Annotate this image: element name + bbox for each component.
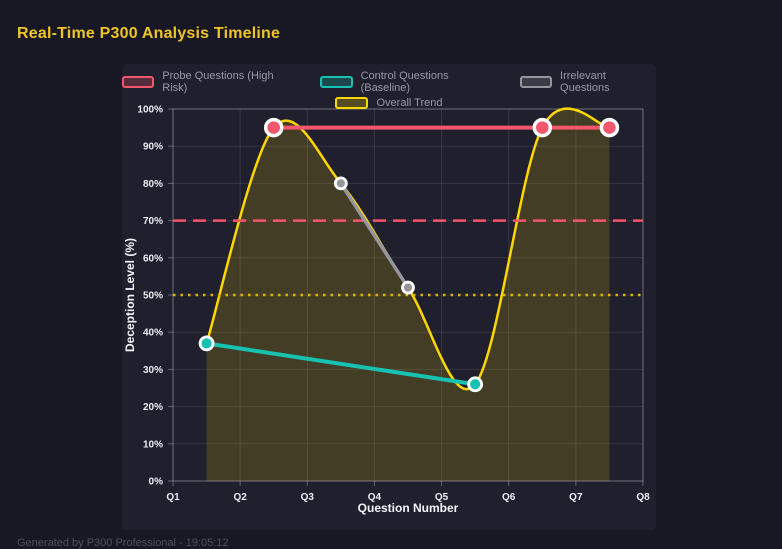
series-line-control-questions-baseline: [204, 341, 478, 387]
legend-item-irrelevant-questions[interactable]: Irrelevant Questions: [519, 70, 656, 94]
legend-label: Control Questions (Baseline): [360, 70, 449, 94]
legend-row: Overall Trend: [335, 97, 443, 109]
chart-panel: 0% 10% 20% 30% 40% 50% 60% 70% 80% 90% 100% Q1 Q2 Q3 Q…: [122, 64, 656, 530]
x-tick-label: Q7: [569, 492, 583, 503]
legend-label: Irrelevant Questions: [560, 70, 610, 94]
y-tick-label: 70%: [143, 216, 163, 227]
data-point-irrelevant-questions[interactable]: [401, 280, 415, 295]
legend-swatch-icon: [519, 76, 553, 88]
series-line-irrelevant-questions: [339, 181, 410, 290]
x-tick-label: Q6: [502, 492, 516, 503]
legend-item-probe-questions-high-risk[interactable]: Probe Questions (High Risk): [122, 70, 298, 94]
tick-labels: 0% 10% 20% 30% 40% 50% 60% 70% 80% 90% 100% Q1 Q2 Q3 Q…: [137, 105, 650, 504]
x-tick-label: Q5: [435, 492, 449, 503]
y-tick-label: 20%: [143, 402, 163, 413]
x-tick-label: Q3: [301, 492, 315, 503]
legend-swatch-icon: [335, 97, 369, 109]
series-layer: [173, 107, 643, 481]
legend-item-control-questions-baseline[interactable]: Control Questions (Baseline): [320, 70, 497, 94]
data-point-probe-questions-high-risk[interactable]: [532, 117, 553, 138]
y-tick-label: 30%: [143, 365, 163, 376]
y-tick-label: 0%: [149, 477, 164, 488]
y-tick-label: 60%: [143, 253, 163, 264]
data-point-probe-questions-high-risk[interactable]: [599, 117, 620, 138]
legend-label: Overall Trend: [376, 97, 443, 109]
data-point-control-questions-baseline[interactable]: [467, 376, 484, 393]
y-tick-label: 90%: [143, 142, 163, 153]
y-tick-label: 100%: [137, 105, 163, 116]
data-point-irrelevant-questions[interactable]: [333, 176, 348, 191]
x-tick-label: Q8: [636, 492, 650, 503]
data-point-control-questions-baseline[interactable]: [198, 335, 215, 352]
y-tick-label: 40%: [143, 328, 163, 339]
chart-legend: Probe Questions (High Risk) Control Quest…: [122, 70, 656, 109]
x-axis-title: Question Number: [358, 501, 459, 515]
chart-plot: 0% 10% 20% 30% 40% 50% 60% 70% 80% 90% 100% Q1 Q2 Q3 Q…: [123, 105, 650, 516]
y-tick-label: 10%: [143, 439, 163, 450]
data-point-probe-questions-high-risk[interactable]: [263, 117, 284, 138]
legend-swatch-icon: [320, 76, 353, 88]
x-tick-label: Q4: [368, 492, 382, 503]
legend-label: Probe Questions (High Risk): [162, 70, 274, 94]
page-title: Real-Time P300 Analysis Timeline: [17, 25, 281, 42]
y-axis-title: Deception Level (%): [123, 238, 137, 352]
y-tick-label: 50%: [143, 291, 163, 302]
x-tick-label: Q1: [166, 492, 180, 503]
legend-swatch-icon: [122, 76, 155, 88]
legend-row: Probe Questions (High Risk) Control Quest…: [122, 70, 656, 94]
legend-item-overall-trend[interactable]: Overall Trend: [335, 97, 443, 109]
x-tick-label: Q2: [233, 492, 247, 503]
generated-footer: Generated by P300 Professional - 19:05:1…: [17, 537, 229, 549]
y-tick-label: 80%: [143, 179, 163, 190]
